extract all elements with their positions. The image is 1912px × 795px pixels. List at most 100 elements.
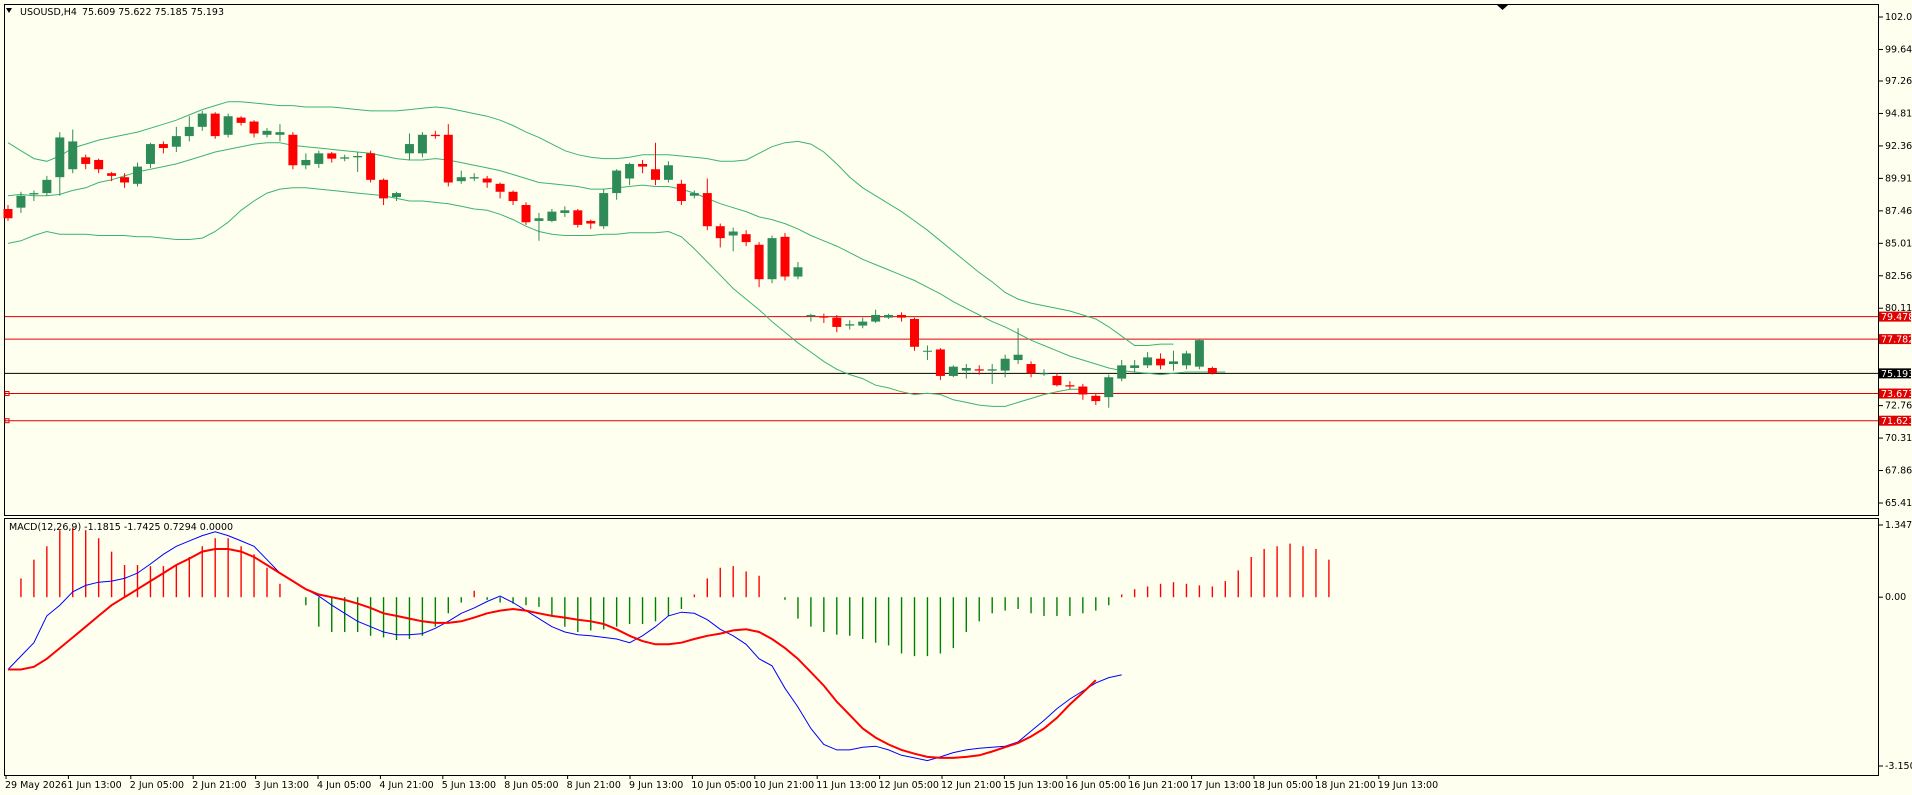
- candle: [469, 173, 479, 182]
- macd-y-tick-label: -3.1504: [1885, 761, 1912, 772]
- candle: [508, 190, 518, 206]
- candle: [1181, 350, 1191, 370]
- x-tick-label: 1 Jun 13:00: [67, 780, 121, 791]
- candle: [1169, 350, 1178, 371]
- candle: [547, 208, 557, 223]
- candle: [314, 150, 324, 168]
- y-tick-label: 92.360: [1885, 141, 1912, 152]
- candle: [210, 112, 220, 139]
- macd-signal-line: [8, 548, 1097, 759]
- candle: [236, 116, 246, 126]
- main-pane: 102.09 99.640 97.260 94.810 92.360 89.910 87.4…: [3, 12, 1912, 509]
- candle: [935, 348, 945, 380]
- x-tick-label: 8 Jun 05:00: [504, 780, 558, 791]
- x-tick-label: 2 Jun 05:00: [130, 780, 184, 791]
- candle: [171, 126, 181, 153]
- candle: [599, 189, 609, 229]
- candle: [94, 158, 104, 174]
- shift-marker-icon[interactable]: [1497, 5, 1508, 10]
- candle: [884, 313, 894, 319]
- x-tick-label: 9 Jun 13:00: [629, 780, 683, 791]
- y-tick-label: 67.860: [1885, 466, 1912, 477]
- candle: [702, 178, 712, 231]
- candle: [676, 179, 686, 206]
- y-tick-label: 85.010: [1885, 238, 1912, 249]
- x-tick-label: 19 Jun 13:00: [1378, 780, 1438, 791]
- candle: [366, 150, 376, 183]
- level-handle[interactable]: [4, 418, 10, 424]
- dropdown-triangle-icon[interactable]: [6, 8, 12, 13]
- candle: [1130, 360, 1140, 372]
- x-tick-label: 3 Jun 13:00: [255, 780, 309, 791]
- candle: [780, 232, 790, 281]
- x-tick-label: 8 Jun 21:00: [567, 780, 621, 791]
- candle: [961, 364, 971, 379]
- candle: [612, 169, 622, 200]
- price-level-label: 73.673: [1881, 389, 1912, 400]
- candle: [948, 365, 958, 378]
- candle: [1039, 369, 1049, 376]
- candle: [974, 365, 984, 375]
- x-tick-label: 17 Jun 13:00: [1191, 780, 1251, 791]
- y-tick-label: 65.410: [1885, 498, 1912, 509]
- candle: [845, 320, 855, 330]
- candle: [158, 141, 168, 154]
- candle: [1143, 352, 1153, 368]
- price-level-badge: [1879, 334, 1911, 345]
- candle: [1026, 361, 1036, 378]
- candle: [689, 190, 699, 199]
- candle: [871, 309, 881, 323]
- candle: [392, 191, 401, 202]
- candle: [858, 317, 868, 329]
- candle: [1091, 393, 1101, 406]
- macd-pane: 1.3472 0.00 -3.1504: [7, 520, 1912, 772]
- candle: [922, 345, 932, 361]
- x-tick-label: 12 Jun 05:00: [879, 780, 939, 791]
- x-tick-label: 4 Jun 21:00: [379, 780, 433, 791]
- y-tick-label: 99.640: [1885, 44, 1912, 55]
- x-tick-label: 10 Jun 21:00: [754, 780, 814, 791]
- candle: [1000, 354, 1010, 378]
- candle: [819, 313, 829, 323]
- x-tick-label: 4 Jun 05:00: [317, 780, 371, 791]
- candle: [482, 175, 492, 188]
- macd-y-tick-label: 1.3472: [1885, 520, 1912, 531]
- level-handle[interactable]: [4, 391, 10, 397]
- price-level-badge: [1879, 388, 1911, 399]
- candle: [806, 313, 816, 322]
- candle: [430, 130, 440, 139]
- x-tick-label: 11 Jun 13:00: [816, 780, 876, 791]
- candle: [197, 110, 207, 131]
- candle: [301, 153, 311, 170]
- price-level-label: 75.193: [1881, 369, 1912, 380]
- price-level-badge: [1879, 368, 1911, 379]
- candle: [145, 142, 155, 168]
- candle: [223, 113, 233, 138]
- candle: [68, 129, 78, 174]
- y-tick-label: 70.310: [1885, 433, 1912, 444]
- candle: [120, 173, 130, 188]
- candle: [767, 235, 777, 284]
- price-level-badge: [1879, 415, 1911, 426]
- x-tick-label: 18 Jun 21:00: [1315, 780, 1375, 791]
- candle: [3, 205, 13, 221]
- candle: [1065, 381, 1075, 390]
- y-tick-label: 89.910: [1885, 173, 1912, 184]
- y-tick-label: 80.110: [1885, 303, 1912, 314]
- y-tick-label: 97.260: [1885, 76, 1912, 87]
- candle: [327, 152, 337, 163]
- candle: [1052, 373, 1062, 387]
- candle: [184, 116, 194, 142]
- candle: [1156, 353, 1166, 370]
- x-tick-label: 12 Jun 21:00: [941, 780, 1001, 791]
- price-level-label: 77.782: [1881, 335, 1912, 346]
- candle: [715, 223, 725, 248]
- candle: [728, 227, 738, 252]
- x-tick-label: 2 Jun 21:00: [192, 780, 246, 791]
- candle: [1078, 383, 1088, 400]
- price-level-badge: [1879, 311, 1911, 322]
- candle: [534, 212, 544, 241]
- candle: [275, 124, 285, 142]
- x-tick-label: 18 Jun 05:00: [1253, 780, 1313, 791]
